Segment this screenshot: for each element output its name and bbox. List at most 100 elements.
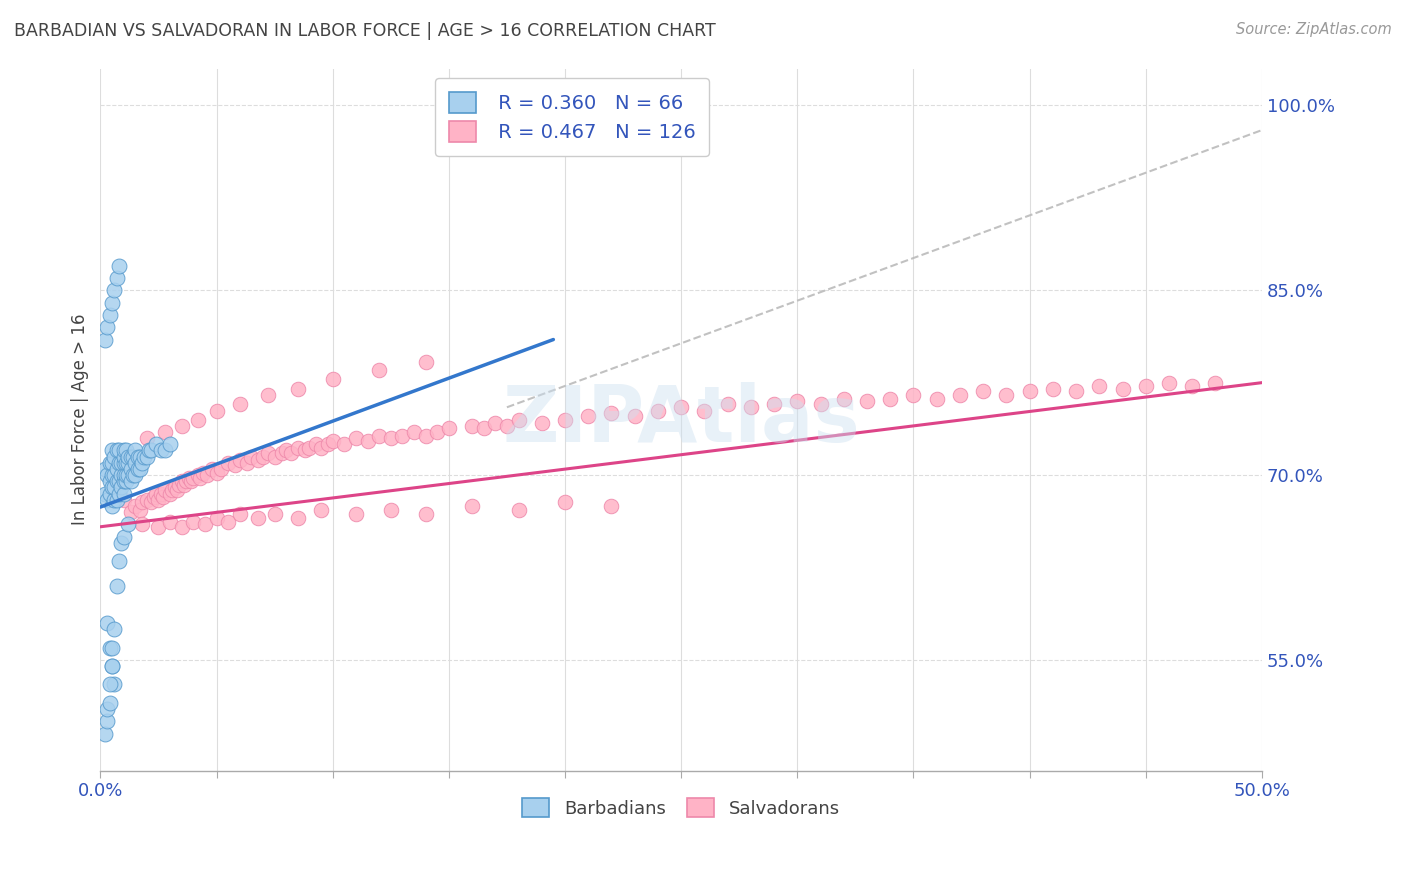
Point xyxy=(1064,384,1087,399)
Point xyxy=(98,696,121,710)
Point xyxy=(402,425,425,439)
Point xyxy=(108,486,131,500)
Text: BARBADIAN VS SALVADORAN IN LABOR FORCE | AGE > 16 CORRELATION CHART: BARBADIAN VS SALVADORAN IN LABOR FORCE |… xyxy=(14,22,716,40)
Point xyxy=(112,456,135,470)
Point xyxy=(103,677,125,691)
Point xyxy=(159,486,181,500)
Point xyxy=(187,468,209,483)
Point xyxy=(298,441,321,455)
Point xyxy=(112,450,135,464)
Point xyxy=(1042,382,1064,396)
Point xyxy=(96,714,118,729)
Point xyxy=(108,259,131,273)
Point xyxy=(103,492,125,507)
Point xyxy=(145,486,167,500)
Point xyxy=(287,511,309,525)
Point xyxy=(141,443,163,458)
Point xyxy=(112,468,135,483)
Point xyxy=(124,499,146,513)
Point xyxy=(415,508,437,522)
Point xyxy=(110,480,132,494)
Point xyxy=(159,437,181,451)
Point xyxy=(98,640,121,655)
Point xyxy=(170,520,193,534)
Point xyxy=(169,478,191,492)
Point xyxy=(472,421,495,435)
Point xyxy=(98,308,121,322)
Point xyxy=(96,492,118,507)
Point xyxy=(152,490,174,504)
Point xyxy=(693,404,716,418)
Point xyxy=(101,295,124,310)
Point xyxy=(101,480,124,494)
Point xyxy=(201,462,224,476)
Point xyxy=(108,474,131,488)
Point xyxy=(1157,376,1180,390)
Point xyxy=(166,483,188,497)
Point xyxy=(115,468,138,483)
Point xyxy=(316,437,339,451)
Point xyxy=(209,462,232,476)
Point xyxy=(229,396,252,410)
Point xyxy=(105,462,128,476)
Point xyxy=(530,417,553,431)
Point xyxy=(96,702,118,716)
Point xyxy=(1181,379,1204,393)
Text: ZIPAtlas: ZIPAtlas xyxy=(502,382,860,458)
Point xyxy=(94,486,117,500)
Point xyxy=(437,421,460,435)
Point xyxy=(229,508,252,522)
Point xyxy=(141,495,163,509)
Point xyxy=(461,418,484,433)
Point xyxy=(461,499,484,513)
Legend: Barbadians, Salvadorans: Barbadians, Salvadorans xyxy=(515,790,848,825)
Point xyxy=(763,396,786,410)
Point xyxy=(181,470,204,484)
Point xyxy=(148,492,170,507)
Point xyxy=(187,412,209,426)
Point xyxy=(135,431,157,445)
Point xyxy=(148,520,170,534)
Point xyxy=(120,474,142,488)
Point xyxy=(1111,382,1133,396)
Point xyxy=(1204,376,1226,390)
Point xyxy=(122,468,145,483)
Point xyxy=(117,468,139,483)
Point xyxy=(333,437,356,451)
Point xyxy=(103,480,125,494)
Point xyxy=(380,431,402,445)
Point xyxy=(322,372,344,386)
Point xyxy=(496,418,519,433)
Point xyxy=(309,441,332,455)
Point xyxy=(188,470,211,484)
Point xyxy=(170,474,193,488)
Point xyxy=(1018,384,1040,399)
Point xyxy=(368,363,391,377)
Point xyxy=(543,104,565,119)
Point xyxy=(117,517,139,532)
Point xyxy=(124,443,146,458)
Point xyxy=(103,283,125,297)
Point xyxy=(112,474,135,488)
Point xyxy=(256,388,278,402)
Point xyxy=(94,462,117,476)
Point xyxy=(229,453,252,467)
Point xyxy=(162,483,184,497)
Point xyxy=(195,468,218,483)
Point xyxy=(127,462,149,476)
Point xyxy=(103,622,125,636)
Point xyxy=(155,483,177,497)
Point xyxy=(252,450,274,464)
Point xyxy=(134,450,156,464)
Point xyxy=(972,384,994,399)
Point xyxy=(294,443,316,458)
Point xyxy=(391,428,413,442)
Point xyxy=(135,492,157,507)
Point xyxy=(647,404,669,418)
Point xyxy=(112,486,135,500)
Point xyxy=(879,392,901,406)
Point xyxy=(108,554,131,568)
Point xyxy=(127,450,149,464)
Point xyxy=(191,466,214,480)
Point xyxy=(623,409,645,423)
